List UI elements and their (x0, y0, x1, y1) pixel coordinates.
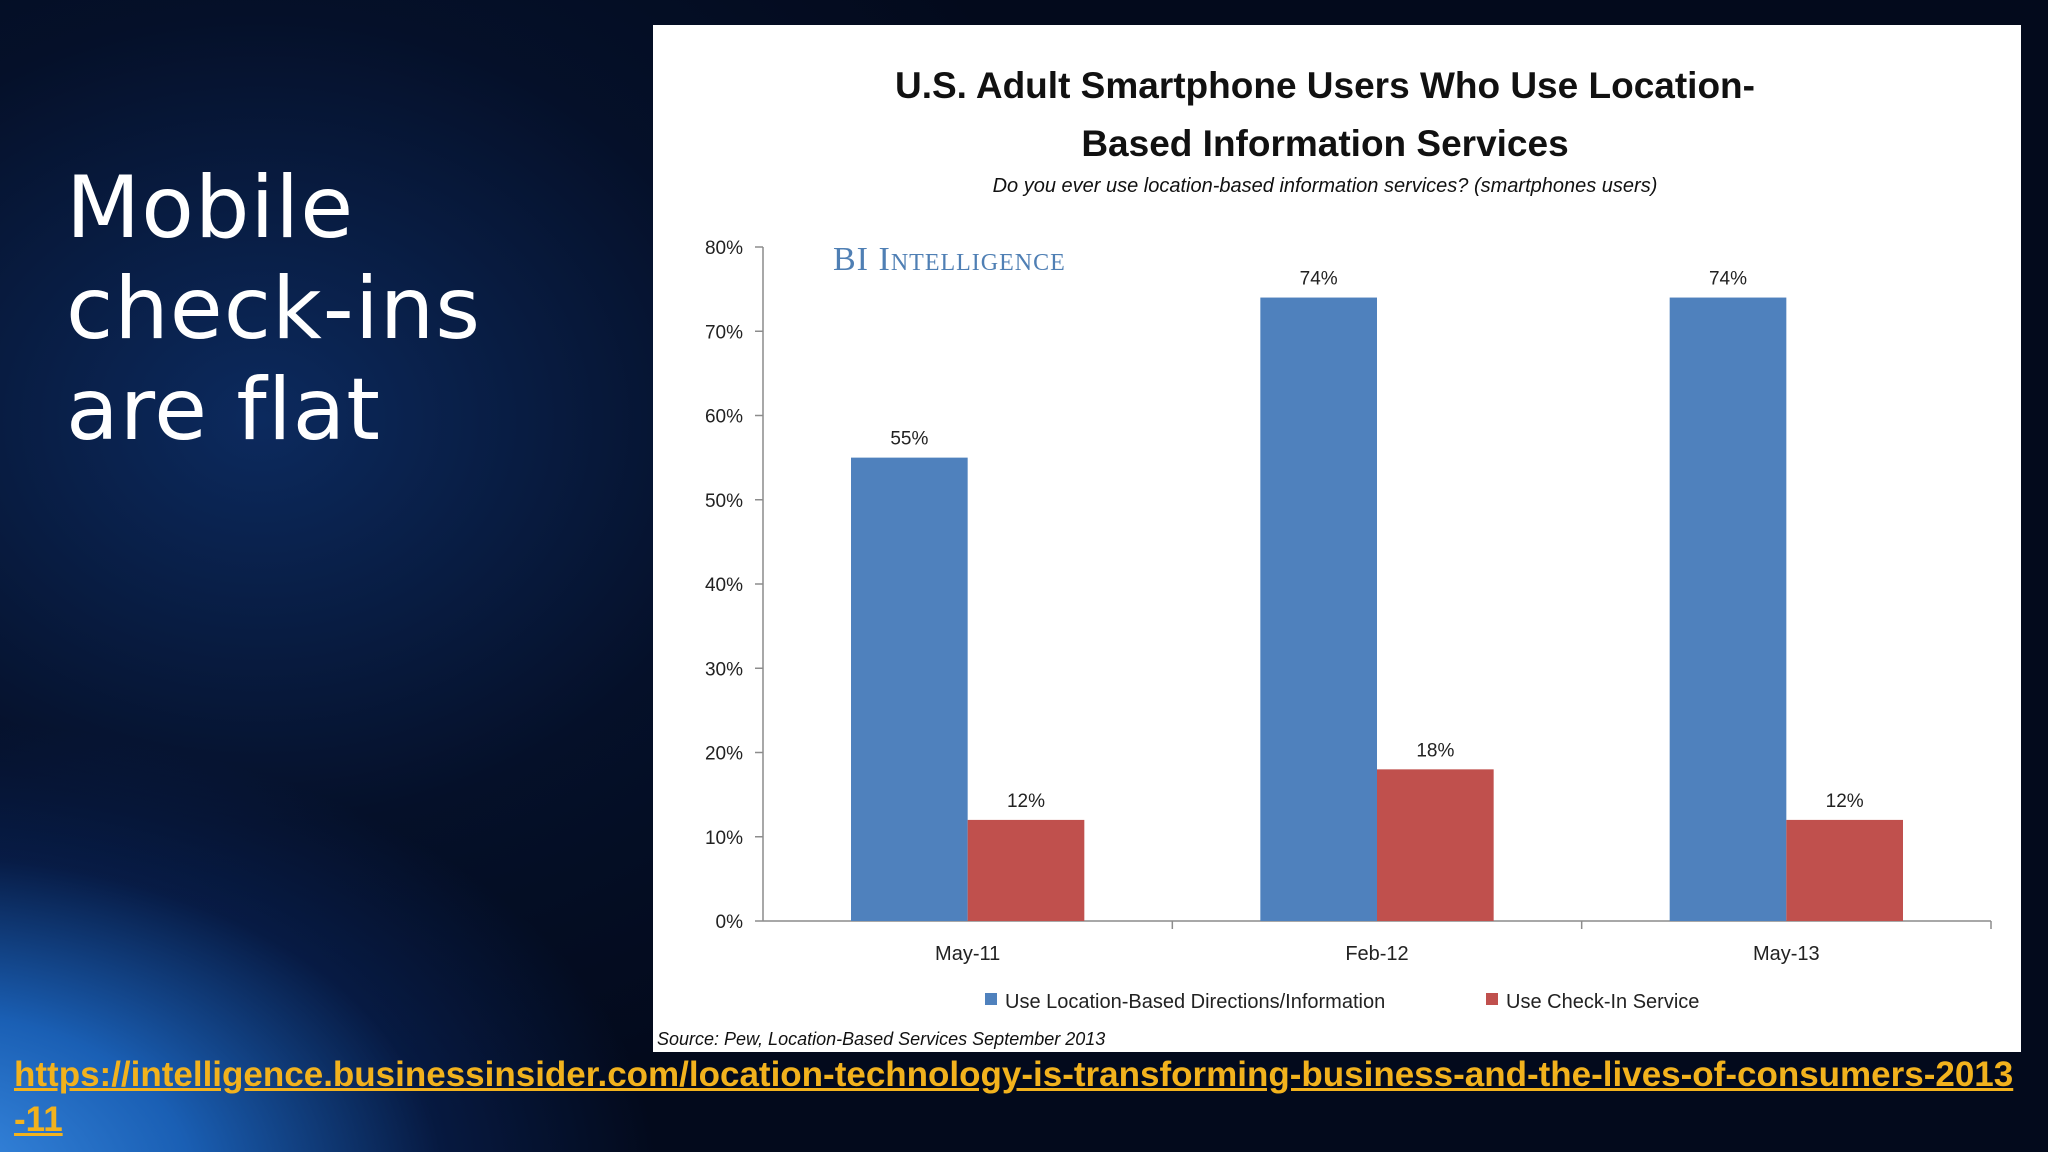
bar-data-label: 18% (1416, 740, 1454, 761)
bar (1786, 819, 1903, 921)
bi-intelligence-watermark: BI Intelligence (833, 241, 1066, 278)
bar (1377, 769, 1494, 921)
chart-title-line-1: U.S. Adult Smartphone Users Who Use Loca… (895, 65, 1755, 106)
bar-data-label: 74% (1709, 269, 1747, 290)
chart-panel: U.S. Adult Smartphone Users Who Use Loca… (653, 25, 2021, 1052)
bar-chart: U.S. Adult Smartphone Users Who Use Loca… (657, 65, 1992, 1049)
source-link[interactable]: https://intelligence.businessinsider.com… (14, 1055, 2014, 1139)
legend-swatch (985, 993, 997, 1005)
chart-title-line-2: Based Information Services (1081, 123, 1568, 164)
bar (967, 819, 1085, 921)
chart-subtitle: Do you ever use location-based informati… (993, 175, 1658, 197)
bar-data-label: 12% (1826, 791, 1864, 812)
y-tick-label: 50% (705, 491, 743, 512)
x-tick-label: May-11 (935, 943, 1000, 965)
bar-data-label: 74% (1300, 269, 1338, 290)
slide-title-line: are flat (66, 360, 382, 460)
slide-title-line: check-ins (66, 259, 482, 359)
slide-title-line: Mobile (66, 158, 355, 258)
x-tick-label: Feb-12 (1345, 943, 1408, 965)
y-tick-label: 40% (705, 575, 743, 596)
y-tick-label: 70% (705, 322, 743, 343)
x-tick-label: May-13 (1753, 943, 1820, 965)
legend-label: Use Check-In Service (1506, 991, 1699, 1013)
legend-label: Use Location-Based Directions/Informatio… (1005, 991, 1385, 1013)
chart-source: Source: Pew, Location-Based Services Sep… (657, 1029, 1105, 1049)
chart-legend: Use Location-Based Directions/Informatio… (985, 991, 1699, 1013)
slide-title: Mobile check-ins are flat (66, 158, 481, 461)
bar (1260, 297, 1377, 921)
y-tick-label: 80% (705, 238, 743, 259)
y-tick-label: 0% (716, 912, 744, 933)
bar (1669, 297, 1787, 921)
plot-area: 0% 10% 20% 30% 40% 50% 60% 70% 80% May-11 55% 12% Fe… (705, 238, 1992, 965)
y-tick-label: 10% (705, 828, 743, 849)
bar-data-label: 55% (890, 429, 928, 450)
y-tick-label: 20% (705, 744, 743, 765)
legend-swatch (1486, 993, 1498, 1005)
y-tick-label: 30% (705, 659, 743, 680)
y-tick-label: 60% (705, 407, 743, 428)
bar (851, 457, 968, 921)
bar-data-label: 12% (1007, 791, 1045, 812)
